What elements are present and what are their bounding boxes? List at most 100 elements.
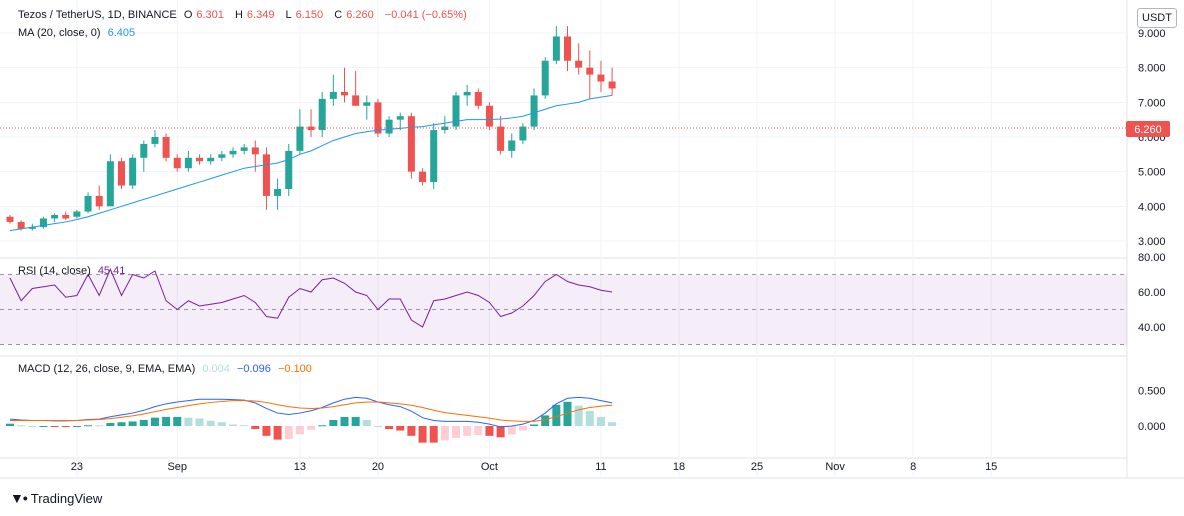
candle-body — [329, 91, 337, 99]
macd-histogram-bar — [6, 423, 14, 426]
candle-body — [6, 216, 14, 222]
macd-histogram-bar — [195, 418, 204, 426]
high-value: 6.349 — [246, 9, 275, 21]
candlestick-series — [6, 26, 616, 231]
macd-tick-label: 0.500 — [1138, 386, 1166, 398]
macd-label[interactable]: MACD (12, 26, close, 9, EMA, EMA) — [18, 363, 196, 375]
low-label: L — [285, 9, 292, 21]
time-tick-label: 11 — [595, 461, 606, 473]
macd-histogram-bar — [273, 426, 282, 440]
macd-histogram-bar — [206, 420, 215, 426]
candle-body — [474, 91, 482, 106]
rsi-label[interactable]: RSI (14, close) — [18, 265, 91, 277]
macd-histogram-bar — [84, 425, 93, 427]
macd-histogram-bar — [50, 426, 59, 427]
macd-histogram-bar — [173, 416, 182, 426]
macd-histogram-bar — [563, 401, 572, 426]
macd-histogram-bar — [585, 410, 594, 426]
macd-histogram-bar — [95, 425, 104, 427]
candle-body — [118, 161, 125, 186]
candle-body — [73, 211, 81, 217]
time-tick-label: Nov — [825, 461, 845, 473]
macd-histogram-bar — [396, 426, 405, 431]
candle-body — [307, 126, 315, 131]
candle-body — [196, 157, 204, 162]
time-tick-label: Oct — [481, 461, 498, 473]
macd-histogram — [6, 401, 617, 443]
macd-histogram-bar — [329, 419, 338, 426]
macd-histogram-bar — [541, 415, 550, 426]
ma-label[interactable]: MA (20, close, 0) — [18, 27, 101, 39]
candle-body — [240, 147, 248, 151]
candle-body — [485, 105, 493, 127]
candle-body — [140, 143, 148, 158]
macd-histogram-bar — [463, 426, 472, 436]
rsi-line — [9, 267, 613, 328]
rsi-legend: RSI (14, close) 45.41 — [18, 265, 129, 277]
candle-body — [39, 218, 47, 228]
price-tick-label: 7.000 — [1138, 97, 1166, 109]
symbol-title[interactable]: Tezos / TetherUS, 1D, BINANCE — [18, 9, 177, 21]
grid-lines — [0, 0, 1184, 479]
candle-body — [530, 95, 538, 127]
macd-histogram-bar — [485, 426, 494, 436]
macd-histogram-bar — [162, 416, 171, 426]
candle-body — [341, 91, 348, 96]
macd-line — [9, 396, 613, 428]
open-value: 6.301 — [196, 9, 224, 21]
axis-labels: 9.0008.0007.0006.0005.0004.0003.00080.00… — [71, 28, 1166, 473]
rsi-tick-label: 60.00 — [1138, 287, 1166, 299]
candle-body — [508, 140, 516, 151]
price-tick-label: 3.000 — [1138, 236, 1166, 248]
macd-histogram-bar — [385, 426, 394, 430]
ma-line — [9, 94, 613, 232]
time-tick-label: 8 — [910, 461, 916, 473]
candle-body — [28, 227, 36, 229]
macd-legend: MACD (12, 26, close, 9, EMA, EMA) 0.004 … — [18, 363, 316, 375]
macd-histogram-bar — [17, 425, 26, 427]
candle-body — [552, 36, 560, 61]
candle-body — [608, 81, 616, 89]
candle-body — [151, 137, 159, 144]
macd-histogram-bar — [429, 426, 438, 443]
candle-body — [385, 119, 393, 134]
macd-histogram-bar — [596, 416, 605, 426]
candle-body — [452, 95, 460, 127]
candle-body — [564, 36, 571, 61]
candle-body — [318, 98, 326, 131]
candle-body — [262, 154, 270, 196]
candle-body — [229, 150, 237, 155]
close-value: 6.260 — [346, 9, 374, 21]
price-tick-label: 4.000 — [1138, 201, 1166, 213]
macd-histogram-bar — [552, 404, 561, 426]
macd-histogram-bar — [240, 425, 249, 427]
high-label: H — [234, 9, 243, 21]
macd-histogram-bar — [295, 426, 304, 435]
currency-unit-button[interactable]: USDT — [1137, 8, 1177, 28]
price-tag — [1126, 121, 1170, 137]
time-tick-label: Sep — [167, 461, 187, 473]
candle-body — [218, 154, 226, 158]
macd-histogram-bar — [340, 416, 349, 426]
macd-histogram-bar — [351, 416, 360, 426]
macd-histogram-bar — [262, 426, 271, 436]
time-tick-label: 23 — [71, 461, 83, 473]
time-tick-label: 25 — [751, 461, 763, 473]
macd-histogram-bar — [117, 422, 126, 426]
candle-body — [541, 60, 549, 96]
footer-text: TradingView — [30, 490, 103, 506]
candle-body — [274, 189, 282, 196]
rsi-tick-label: 40.00 — [1138, 322, 1166, 334]
macd-histogram-bar — [418, 426, 427, 443]
low-value: 6.150 — [295, 9, 324, 21]
price-tick-label: 5.000 — [1138, 167, 1166, 179]
macd-histogram-bar — [61, 426, 70, 427]
candle-body — [597, 74, 605, 82]
macd-histogram-bar — [452, 426, 460, 439]
macd-hist-value: 0.004 — [202, 363, 230, 375]
macd-histogram-bar — [608, 422, 617, 426]
macd-histogram-bar — [474, 426, 483, 436]
footer-brand: ▼• TradingView — [10, 490, 102, 506]
macd-histogram-bar — [518, 426, 527, 431]
